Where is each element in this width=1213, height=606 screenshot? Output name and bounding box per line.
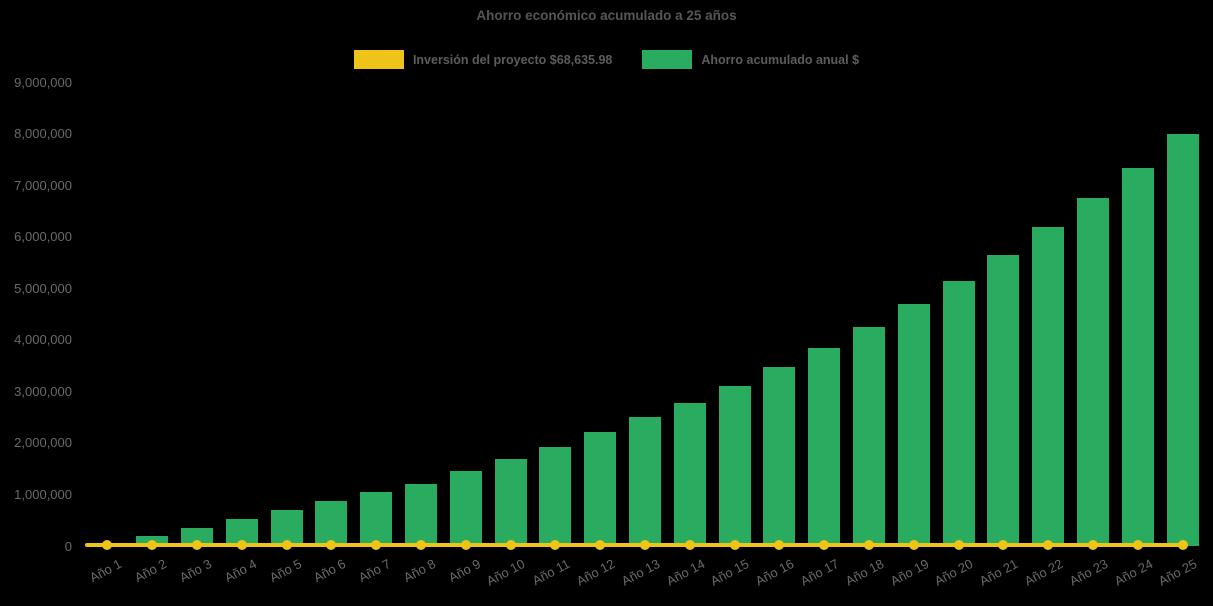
chart-legend: Inversión del proyecto $68,635.98 Ahorro… [0, 50, 1213, 69]
investment-line-marker [281, 540, 292, 550]
investment-line-marker [147, 540, 158, 550]
investment-line-marker [550, 540, 561, 550]
investment-line [85, 543, 1183, 547]
legend-swatch-investment [353, 50, 404, 69]
legend-label-savings: Ahorro acumulado anual $ [701, 52, 860, 67]
savings-bar [584, 432, 617, 546]
investment-line-marker [953, 540, 964, 550]
x-tick-label: Año 5 [266, 556, 304, 586]
investment-line-marker [774, 540, 785, 550]
x-tick-label: Año 8 [400, 556, 439, 586]
x-tick-label: Año 11 [529, 556, 573, 589]
savings-bar [1077, 198, 1109, 546]
investment-line-marker [1043, 540, 1054, 550]
savings-bar [853, 326, 885, 546]
chart-title: Ahorro económico acumulado a 25 años [476, 8, 737, 23]
x-tick-label: Año 17 [797, 556, 842, 589]
y-tick-label: 2,000,000 [14, 435, 72, 451]
investment-line-marker [684, 540, 695, 550]
savings-bar [360, 492, 393, 546]
investment-line-marker [998, 540, 1009, 550]
savings-bar [1032, 227, 1065, 546]
legend-item-savings: Ahorro acumulado anual $ [642, 50, 859, 69]
x-tick-label: Año 4 [221, 556, 259, 586]
x-tick-label: Año 12 [573, 556, 618, 589]
investment-line-marker [1177, 540, 1188, 550]
savings-bar [673, 402, 706, 546]
investment-line-marker [505, 540, 516, 550]
savings-bar [808, 347, 841, 546]
investment-line-marker [908, 540, 919, 550]
savings-bar [539, 446, 572, 546]
investment-line-marker [729, 540, 740, 550]
x-tick-label: Año 14 [663, 556, 707, 589]
savings-bar [942, 280, 975, 546]
x-tick-label: Año 6 [311, 556, 349, 586]
y-tick-label: 4,000,000 [14, 332, 72, 348]
savings-bar [718, 385, 751, 546]
x-tick-label: Año 10 [484, 556, 528, 589]
legend-label-investment: Inversión del proyecto $68,635.98 [412, 52, 613, 67]
savings-bar [897, 303, 930, 546]
investment-line-marker [595, 540, 606, 550]
y-tick-label: 5,000,000 [14, 280, 72, 296]
savings-bar [181, 527, 213, 546]
x-tick-label: Año 24 [1111, 556, 1155, 589]
x-tick-label: Año 23 [1066, 556, 1111, 589]
x-tick-label: Año 20 [932, 556, 976, 589]
y-tick-label: 6,000,000 [14, 229, 72, 245]
legend-item-investment: Inversión del proyecto $68,635.98 [353, 50, 613, 69]
x-tick-label: Año 1 [87, 556, 125, 586]
x-tick-label: Año 25 [1156, 556, 1200, 589]
savings-bar [315, 501, 348, 546]
savings-bar [763, 367, 796, 546]
investment-line-marker [371, 540, 382, 550]
y-tick-label: 0 [64, 538, 72, 554]
savings-bar [494, 458, 527, 546]
x-tick-label: Año 21 [977, 556, 1021, 589]
x-tick-label: Año 13 [618, 556, 663, 589]
investment-line-marker [1088, 540, 1098, 550]
x-tick-label: Año 9 [445, 556, 483, 586]
investment-line-marker [864, 540, 874, 550]
savings-bar [629, 417, 661, 546]
x-tick-label: Año 3 [176, 556, 215, 586]
x-tick-label: Año 2 [132, 556, 170, 586]
plot-area [85, 82, 1205, 550]
savings-bar [405, 483, 437, 546]
investment-line-marker [640, 540, 650, 550]
legend-swatch-savings [642, 50, 693, 69]
x-tick-label: Año 19 [887, 556, 931, 589]
y-tick-label: 1,000,000 [14, 486, 72, 502]
investment-line-marker [819, 540, 830, 550]
investment-line-marker [416, 540, 426, 550]
savings-bar [1121, 167, 1154, 546]
savings-bar [987, 255, 1020, 546]
x-tick-label: Año 18 [842, 556, 887, 589]
x-tick-label: Año 16 [753, 556, 797, 589]
investment-line-marker [236, 540, 247, 550]
savings-bar [1166, 133, 1199, 546]
investment-line-marker [192, 540, 202, 550]
x-tick-label: Año 22 [1021, 556, 1066, 589]
investment-line-marker [326, 540, 337, 550]
investment-line-marker [1132, 540, 1143, 550]
x-tick-label: Año 15 [708, 556, 752, 589]
y-tick-label: 7,000,000 [14, 177, 72, 193]
x-tick-label: Año 7 [356, 556, 394, 586]
y-tick-label: 9,000,000 [14, 74, 72, 90]
savings-bar [449, 471, 482, 546]
y-tick-label: 3,000,000 [14, 383, 72, 399]
investment-line-marker [460, 540, 471, 550]
y-tick-label: 8,000,000 [14, 126, 72, 142]
investment-line-marker [102, 540, 113, 550]
